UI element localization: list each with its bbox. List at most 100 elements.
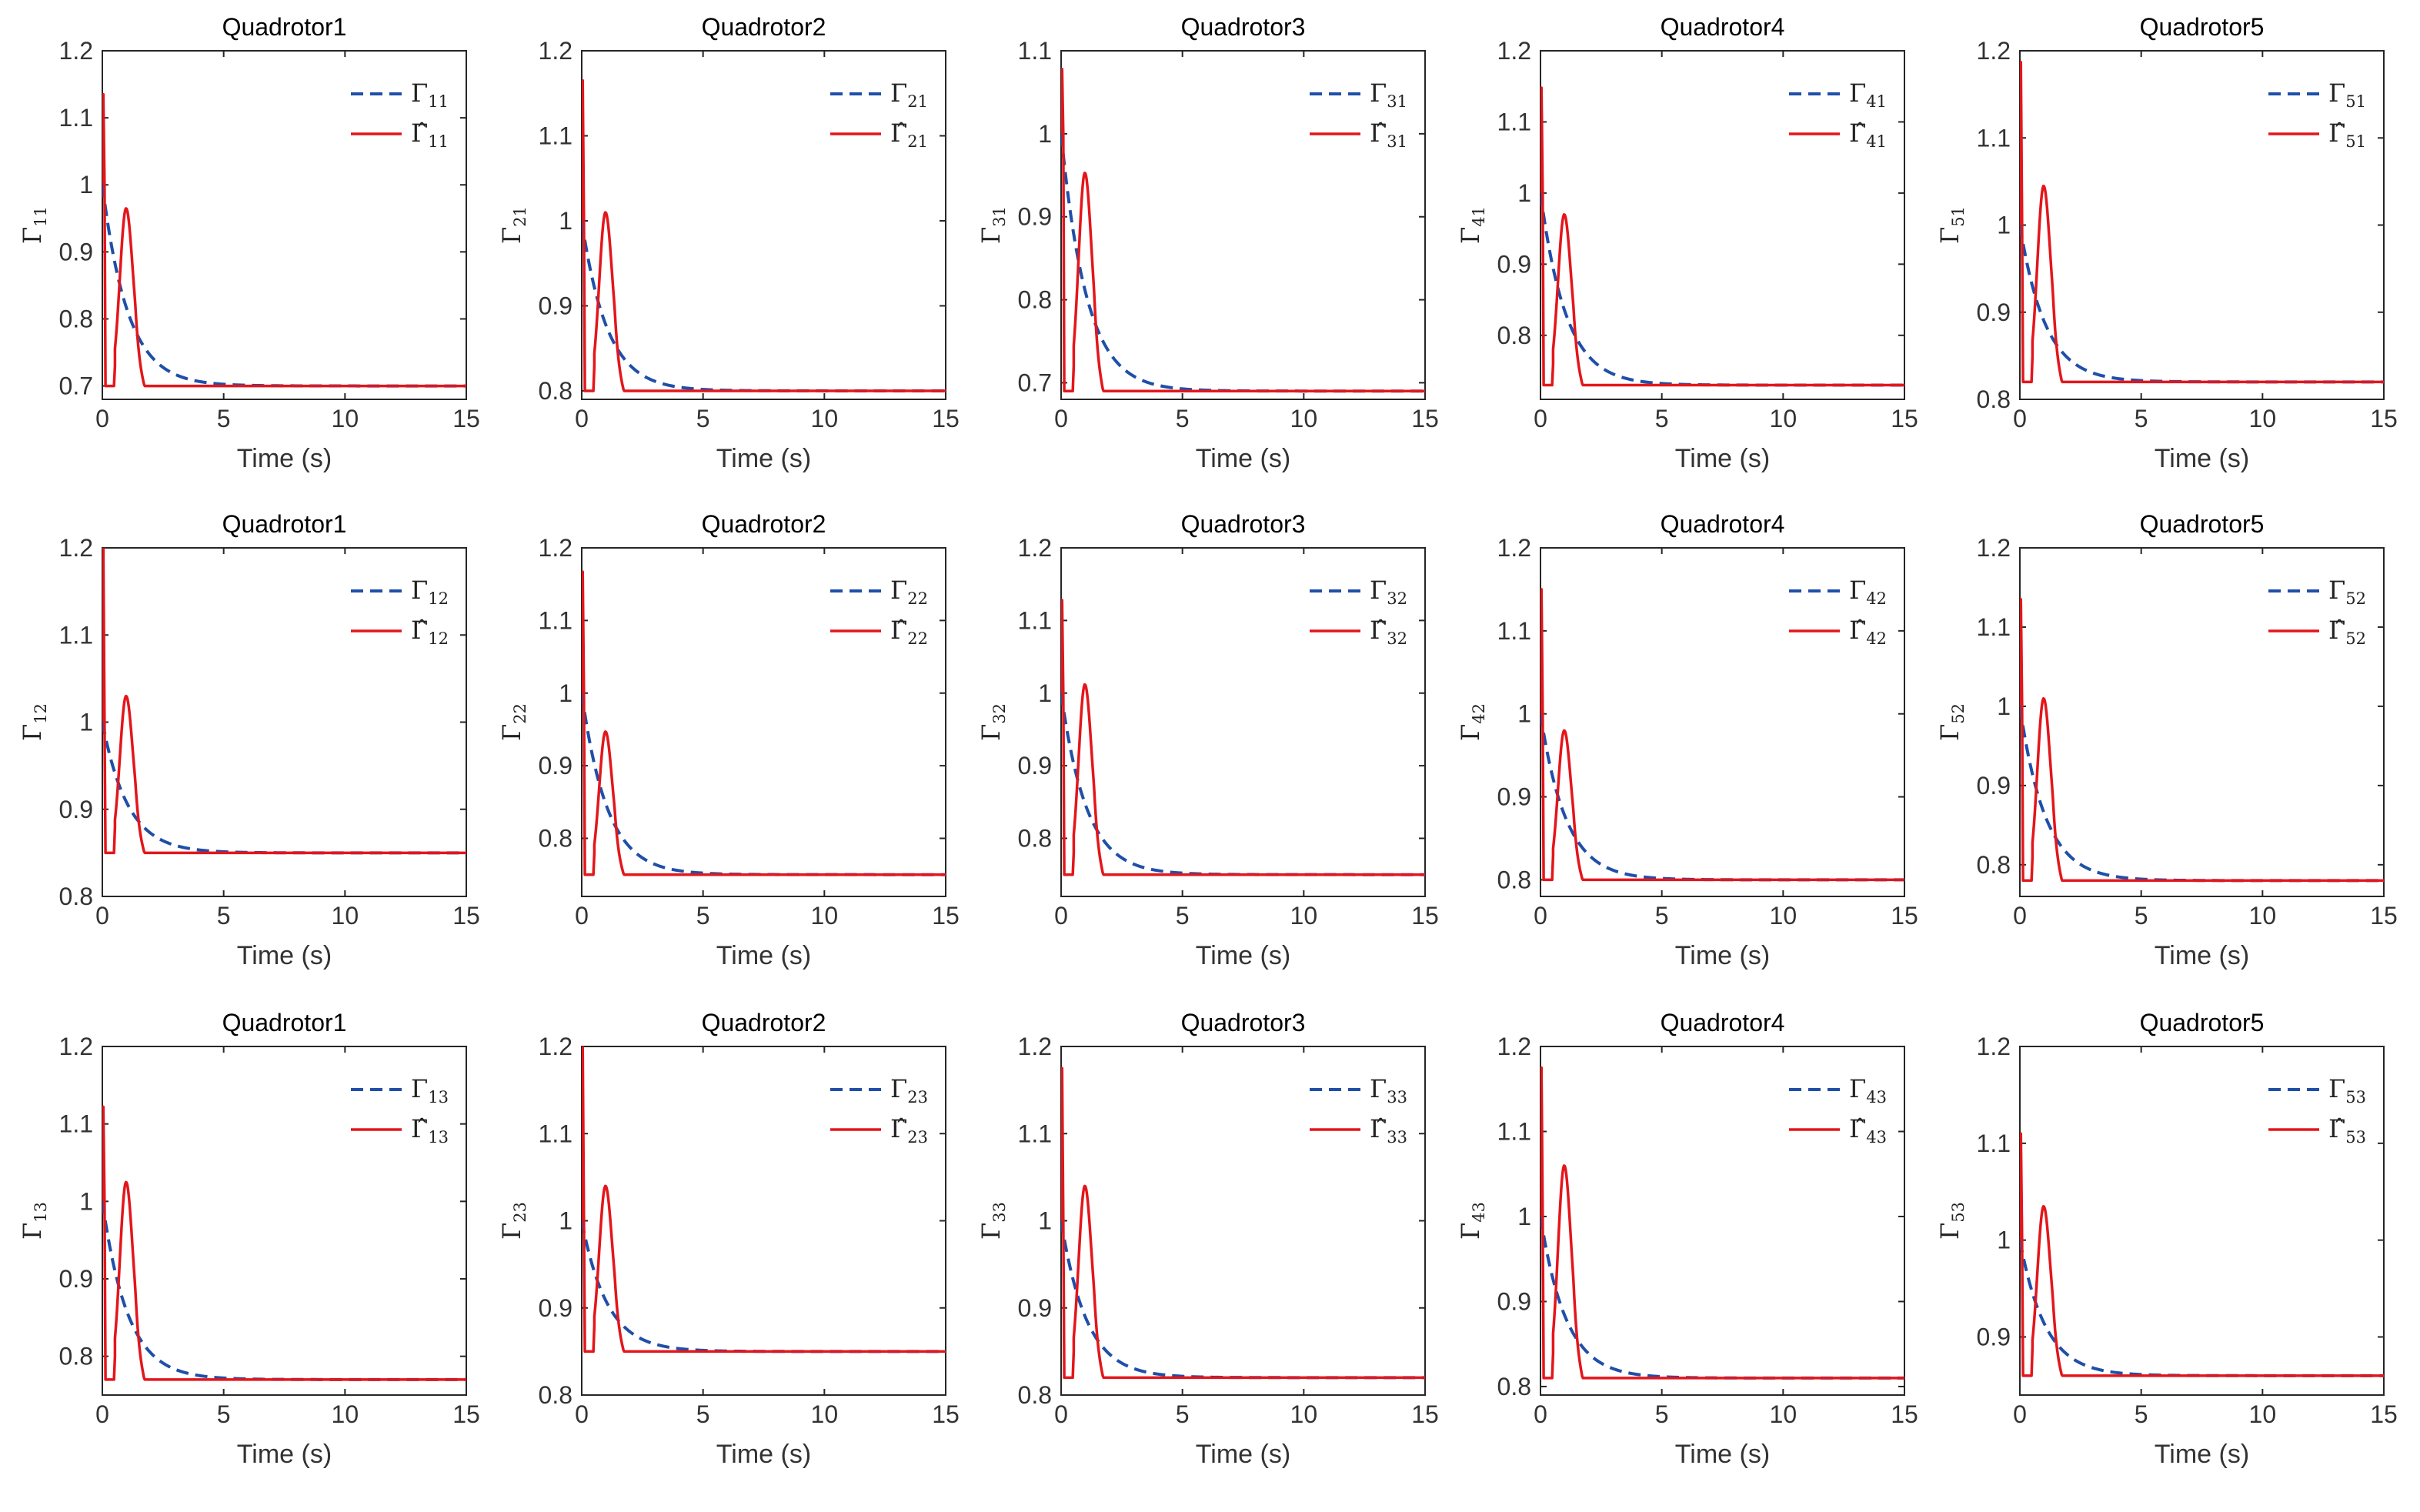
legend-label-gamma-hat: Γ̂52 <box>2328 616 2366 648</box>
x-tick-label: 10 <box>2249 405 2277 432</box>
x-axis-label: Time (s) <box>237 1440 332 1469</box>
series-gamma-hat-line <box>102 1105 466 1381</box>
x-axis-label: Time (s) <box>2155 941 2249 970</box>
series-gamma-line <box>1061 1220 1425 1380</box>
y-tick-label: 1 <box>79 171 93 199</box>
axes-box <box>102 1046 467 1396</box>
subplot-52: Quadrotor5 0 5 10 15 Time (s) 0.8 0.9 1 1.1 1.2 Γ52… <box>1935 510 2398 970</box>
x-tick-label: 0 <box>1534 902 1547 930</box>
y-axis-label-text: Γ12 <box>18 703 50 741</box>
subplot-33: Quadrotor3 0 5 10 15 Time (s) 0.8 0.9 1 1.1 1.2 Γ33… <box>976 1009 1439 1469</box>
y-tick-label: 1.2 <box>59 534 93 562</box>
y-tick-label: 0.7 <box>1018 369 1052 396</box>
axes-box <box>1540 1046 1905 1396</box>
x-axis-label: Time (s) <box>1675 941 1770 970</box>
legend-label-gamma-hat: Γ̂41 <box>1849 118 1887 151</box>
x-tick-label: 10 <box>2249 1400 2277 1428</box>
x-tick-label: 5 <box>1655 902 1669 930</box>
y-axis-label-text: Γ11 <box>18 206 50 244</box>
subplot-title: Quadrotor5 <box>2140 510 2265 538</box>
y-tick-label: 1.1 <box>1497 617 1531 645</box>
y-tick-label: 1 <box>1997 212 2011 239</box>
x-tick-label: 10 <box>1770 902 1797 930</box>
axes-box <box>102 547 467 897</box>
legend-label-gamma-hat: Γ̂33 <box>1370 1114 1407 1147</box>
y-tick-label: 0.8 <box>1497 866 1531 893</box>
y-axis-label-text: Γ52 <box>1935 703 1968 741</box>
x-tick-label: 15 <box>932 1400 960 1428</box>
legend-label-gamma: Γ53 <box>2328 1074 2366 1106</box>
subplot-title: Quadrotor5 <box>2140 1009 2265 1036</box>
y-tick-label: 1.1 <box>1018 606 1052 634</box>
y-axis-label: Γ42 <box>1456 703 1488 741</box>
x-tick-label: 0 <box>1054 1400 1068 1428</box>
x-tick-label: 5 <box>2135 405 2148 432</box>
x-axis-label: Time (s) <box>2155 444 2249 473</box>
axes-box <box>1060 50 1426 400</box>
y-tick-label: 0.9 <box>1018 752 1052 779</box>
x-tick-label: 0 <box>2013 1400 2027 1428</box>
y-tick-label: 1.2 <box>1977 1033 2011 1060</box>
legend-label-gamma-hat: Γ̂22 <box>890 616 928 648</box>
y-axis-label: Γ13 <box>18 1202 50 1240</box>
y-tick-label: 1.1 <box>539 122 572 149</box>
legend-label-gamma: Γ31 <box>1370 78 1407 111</box>
x-tick-label: 5 <box>217 405 231 432</box>
y-tick-label: 1 <box>559 1207 572 1235</box>
subplot-title: Quadrotor5 <box>2140 13 2265 41</box>
y-tick-label: 1.2 <box>1977 534 2011 562</box>
y-axis-label-text: Γ51 <box>1935 206 1968 244</box>
x-tick-label: 0 <box>1534 405 1547 432</box>
y-tick-label: 0.9 <box>1977 772 2011 799</box>
axes-box <box>581 50 946 400</box>
axes-box <box>1540 547 1905 897</box>
legend-label-gamma: Γ42 <box>1849 576 1887 608</box>
subplot-title: Quadrotor2 <box>702 1009 826 1036</box>
x-tick-label: 5 <box>217 1400 231 1428</box>
y-tick-label: 0.8 <box>59 1343 93 1370</box>
y-tick-label: 1.1 <box>1977 1130 2011 1157</box>
series-gamma-hat-line <box>582 570 946 876</box>
y-tick-label: 1.1 <box>1018 1120 1052 1147</box>
axes-box <box>2019 1046 2385 1396</box>
legend-label-gamma: Γ52 <box>2328 576 2366 608</box>
x-tick-label: 15 <box>452 405 480 432</box>
y-tick-label: 1.1 <box>59 104 93 132</box>
legend-label-gamma: Γ51 <box>2328 78 2366 111</box>
y-tick-label: 1.2 <box>1497 1033 1531 1060</box>
axes-box <box>581 547 946 897</box>
x-tick-label: 15 <box>1891 902 1918 930</box>
y-axis-label-text: Γ53 <box>1935 1202 1968 1240</box>
legend-label-gamma: Γ13 <box>411 1074 449 1106</box>
legend-label-gamma: Γ43 <box>1849 1074 1887 1106</box>
y-tick-label: 0.9 <box>1497 250 1531 278</box>
legend-label-gamma: Γ21 <box>890 78 928 111</box>
series-gamma-line <box>102 1201 466 1381</box>
x-tick-label: 10 <box>1770 1400 1797 1428</box>
x-tick-label: 15 <box>1891 405 1918 432</box>
legend-label-gamma: Γ41 <box>1849 78 1887 111</box>
x-tick-label: 5 <box>217 902 231 930</box>
subplot-53: Quadrotor5 0 5 10 15 Time (s) 0.9 1 1.1 1.2 Γ53 Γ53… <box>1935 1009 2398 1469</box>
y-axis-label-text: Γ42 <box>1456 703 1488 741</box>
x-tick-label: 0 <box>1054 405 1068 432</box>
y-tick-label: 0.8 <box>1497 1373 1531 1400</box>
y-tick-label: 1.2 <box>59 1033 93 1060</box>
y-tick-label: 1.1 <box>1977 613 2011 641</box>
x-tick-label: 15 <box>452 1400 480 1428</box>
y-axis-label-text: Γ32 <box>976 703 1009 741</box>
x-tick-label: 10 <box>332 405 359 432</box>
x-axis-label: Time (s) <box>1196 941 1290 970</box>
y-tick-label: 1.2 <box>1018 534 1052 562</box>
series-gamma-hat-line <box>1061 67 1425 392</box>
y-tick-label: 1 <box>1038 1207 1052 1235</box>
y-tick-label: 1.1 <box>1497 108 1531 135</box>
y-axis-label-text: Γ22 <box>497 703 529 741</box>
legend-label-gamma-hat: Γ̂11 <box>411 118 449 151</box>
y-tick-label: 0.7 <box>59 372 93 400</box>
x-tick-label: 5 <box>1176 902 1190 930</box>
x-tick-label: 0 <box>95 405 109 432</box>
y-tick-label: 0.9 <box>539 752 572 779</box>
y-tick-label: 1 <box>1517 1203 1531 1230</box>
